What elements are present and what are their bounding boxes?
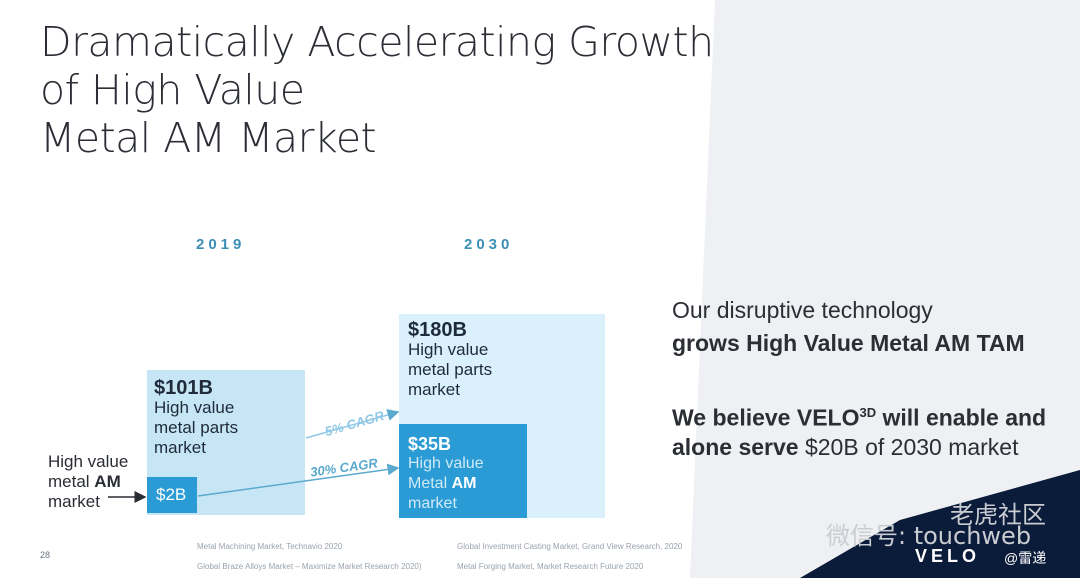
box-2019-line: market [154, 438, 206, 457]
box-2019-line: High value [154, 398, 235, 417]
box-2019-value: $101B [154, 377, 213, 399]
message-enable: will enable and [876, 404, 1047, 431]
page-number: 28 [40, 550, 51, 560]
high-value-am-label: High value metal AM market [48, 452, 128, 512]
ham-line: High value [48, 452, 129, 471]
velo-logo: VELO [915, 546, 981, 566]
title-line-3: Metal AM Market [40, 114, 377, 162]
watermark-community: 老虎社区 [950, 501, 1046, 529]
year-2030: 2030 [464, 236, 514, 253]
message-20b: $20B of 2030 market [804, 434, 1019, 460]
message-line-3: We believe VELO3D will enable and [672, 396, 1046, 435]
arrow-30-cagr [197, 463, 400, 497]
title-line-1: Dramatically Accelerating Growth [40, 18, 714, 66]
message-line-4: alone serve $20B of 2030 market [672, 430, 1019, 464]
message-alone: alone serve [672, 434, 805, 460]
box-2030-line: High value [408, 340, 489, 359]
box-2030-value: $180B [408, 319, 467, 341]
box-2019-inner [147, 477, 197, 513]
title-line-2: of High Value [40, 66, 305, 114]
source-3: Global Investment Casting Market, Grand … [457, 542, 683, 551]
source-4: Metal Forging Market, Market Research Fu… [457, 562, 644, 571]
box-2019-line: metal parts [154, 418, 239, 437]
ham-line: metal [48, 472, 95, 491]
box-2030-text: $180B High value metal parts market [408, 320, 492, 400]
ham-line-bold: AM [94, 472, 121, 491]
source-2: Global Braze Alloys Market – Maximize Ma… [197, 562, 422, 571]
box-2030-line: market [408, 380, 460, 399]
arrow-5-cagr [305, 409, 400, 439]
source-1: Metal Machining Market, Technavio 2020 [197, 542, 343, 551]
box-2030-inner-value: $35B [408, 434, 452, 454]
message-line-1: Our disruptive technology [672, 297, 933, 323]
message-line-2: grows High Value Metal AM TAM [672, 330, 1025, 356]
box-2019-inner-value: $2B [156, 485, 187, 504]
box-2030-inner-text: $35B High value Metal AM market [408, 434, 484, 514]
inner-line: Metal [408, 475, 452, 492]
box-2019-text: $101B High value metal parts market [154, 378, 238, 458]
watermark-leidi: @雷递 [1004, 550, 1047, 566]
box-2030-line: metal parts [408, 360, 493, 379]
message-velo-sup: 3D [859, 405, 877, 420]
inner-line: High value [408, 455, 484, 472]
inner-line: market [408, 495, 457, 512]
ham-line: market [48, 492, 100, 511]
box-2030-inner [399, 424, 527, 518]
year-2019: 2019 [196, 236, 246, 253]
watermark-wechat: 微信号: touchweb [826, 522, 1032, 550]
slide-title: Dramatically Accelerating Growth of High… [40, 18, 714, 162]
message-velo: We believe VELO [672, 404, 860, 431]
inner-line-bold: AM [451, 475, 477, 492]
